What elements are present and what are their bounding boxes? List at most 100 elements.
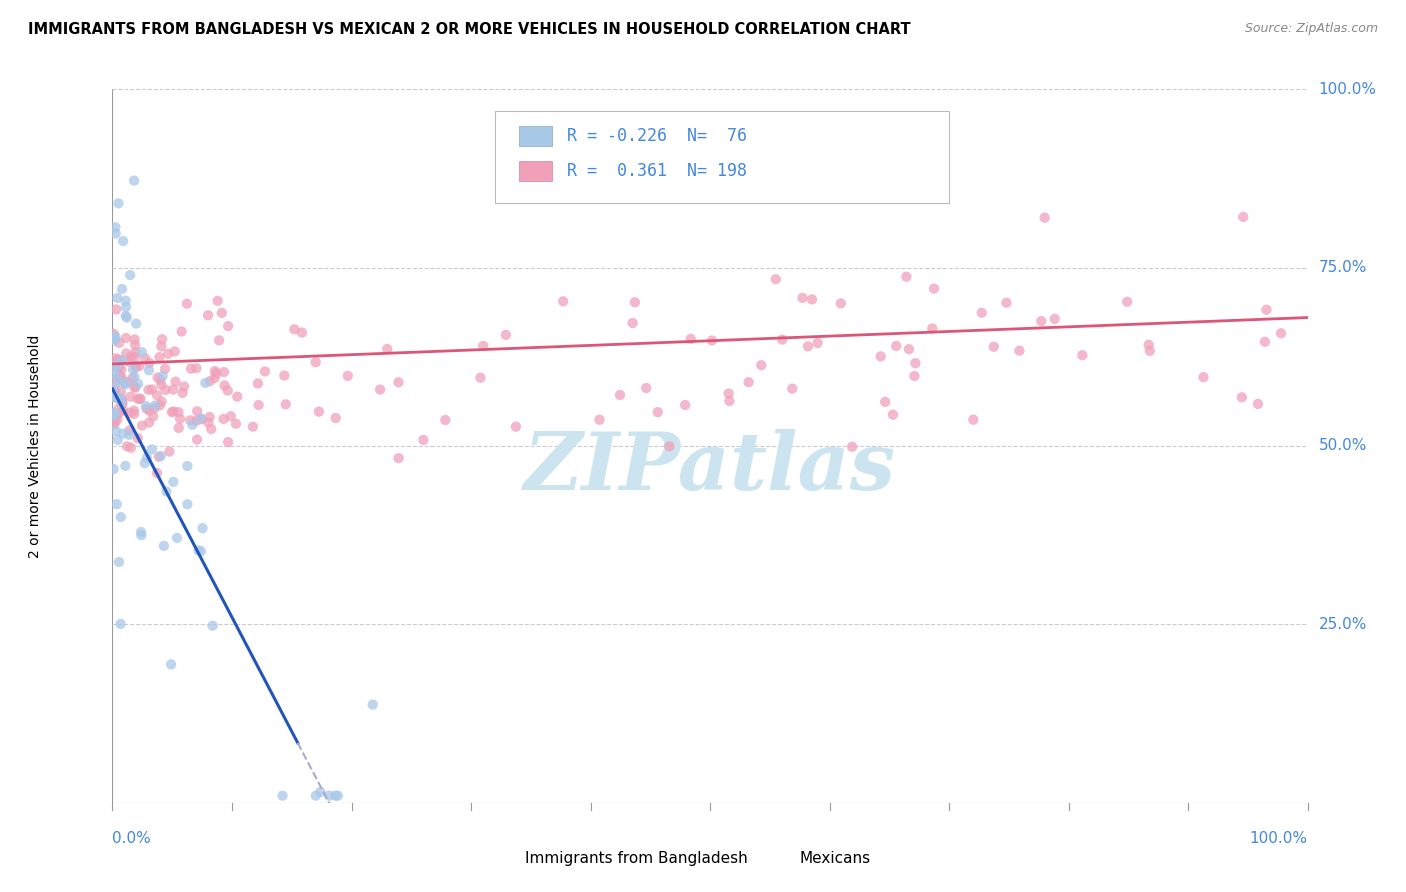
Point (166, 531, 188, 545)
Point (361, 698, 384, 712)
Point (922, 282, 945, 296)
Point (1033, 211, 1056, 225)
Point (336, 368, 359, 383)
Point (186, 361, 208, 376)
Point (173, 379, 195, 393)
Point (143, 399, 166, 413)
Point (135, 399, 157, 413)
Point (138, 416, 160, 430)
Point (118, 424, 141, 438)
Point (186, 414, 208, 428)
Point (138, 363, 160, 377)
Point (108, 368, 131, 383)
Point (104, 227, 127, 241)
Point (149, 449, 172, 463)
Point (1192, 370, 1215, 384)
Point (103, 391, 125, 405)
Text: 2 or more Vehicles in Household: 2 or more Vehicles in Household (28, 334, 42, 558)
Point (141, 442, 163, 457)
Point (120, 268, 142, 282)
Point (107, 433, 129, 447)
Point (105, 413, 128, 427)
Point (104, 379, 127, 393)
Point (553, 294, 575, 309)
Point (1008, 343, 1031, 358)
Point (124, 345, 146, 359)
Point (148, 450, 170, 464)
Point (112, 234, 135, 248)
Point (201, 618, 224, 632)
Point (103, 406, 125, 420)
Point (103, 385, 125, 400)
Point (242, 419, 264, 434)
Point (153, 539, 176, 553)
Point (247, 398, 270, 412)
Point (111, 426, 134, 441)
Point (179, 413, 201, 427)
Point (104, 389, 127, 403)
Point (165, 375, 187, 389)
Point (103, 384, 125, 398)
Point (103, 462, 125, 476)
Point (737, 375, 759, 389)
Point (1247, 397, 1270, 411)
Point (162, 475, 184, 489)
Point (149, 373, 172, 387)
Point (104, 407, 127, 421)
Point (884, 339, 907, 353)
Point (115, 310, 138, 325)
Point (107, 353, 129, 368)
Text: Immigrants from Bangladesh: Immigrants from Bangladesh (524, 851, 748, 866)
Point (111, 403, 134, 417)
Point (135, 450, 157, 465)
Point (191, 521, 214, 535)
Point (226, 390, 249, 404)
Point (107, 402, 129, 417)
Text: 25.0%: 25.0% (1319, 617, 1367, 632)
Point (198, 409, 221, 424)
Text: ZIPatlas: ZIPatlas (524, 429, 896, 506)
Point (104, 329, 127, 343)
Point (647, 405, 669, 419)
Point (207, 293, 229, 308)
Point (110, 395, 132, 409)
Point (1270, 326, 1292, 341)
Point (110, 391, 132, 405)
Point (412, 433, 434, 447)
Point (204, 364, 226, 378)
Point (273, 368, 295, 383)
Point (150, 339, 173, 353)
Point (103, 334, 125, 348)
Point (114, 309, 136, 323)
Text: 0.0%: 0.0% (112, 831, 152, 847)
Point (124, 370, 146, 384)
Point (114, 293, 136, 308)
Point (103, 417, 125, 431)
Point (388, 451, 411, 466)
FancyBboxPatch shape (519, 126, 553, 145)
Point (129, 392, 152, 406)
Point (1071, 348, 1094, 362)
Point (153, 362, 176, 376)
Point (107, 291, 129, 305)
Text: R =  0.361  N= 198: R = 0.361 N= 198 (567, 162, 747, 180)
Point (176, 497, 198, 511)
Point (983, 340, 1005, 354)
Point (120, 390, 142, 404)
Point (125, 317, 148, 331)
Point (318, 789, 340, 803)
Point (103, 359, 125, 373)
Text: 75.0%: 75.0% (1319, 260, 1367, 275)
Point (882, 408, 904, 422)
Point (770, 333, 793, 347)
Point (792, 291, 814, 305)
Point (472, 339, 495, 353)
Point (134, 351, 156, 366)
Point (205, 367, 228, 381)
Point (190, 544, 212, 558)
Point (118, 354, 141, 368)
Point (142, 409, 165, 424)
Point (305, 355, 328, 369)
Point (120, 350, 142, 364)
Point (148, 350, 170, 364)
